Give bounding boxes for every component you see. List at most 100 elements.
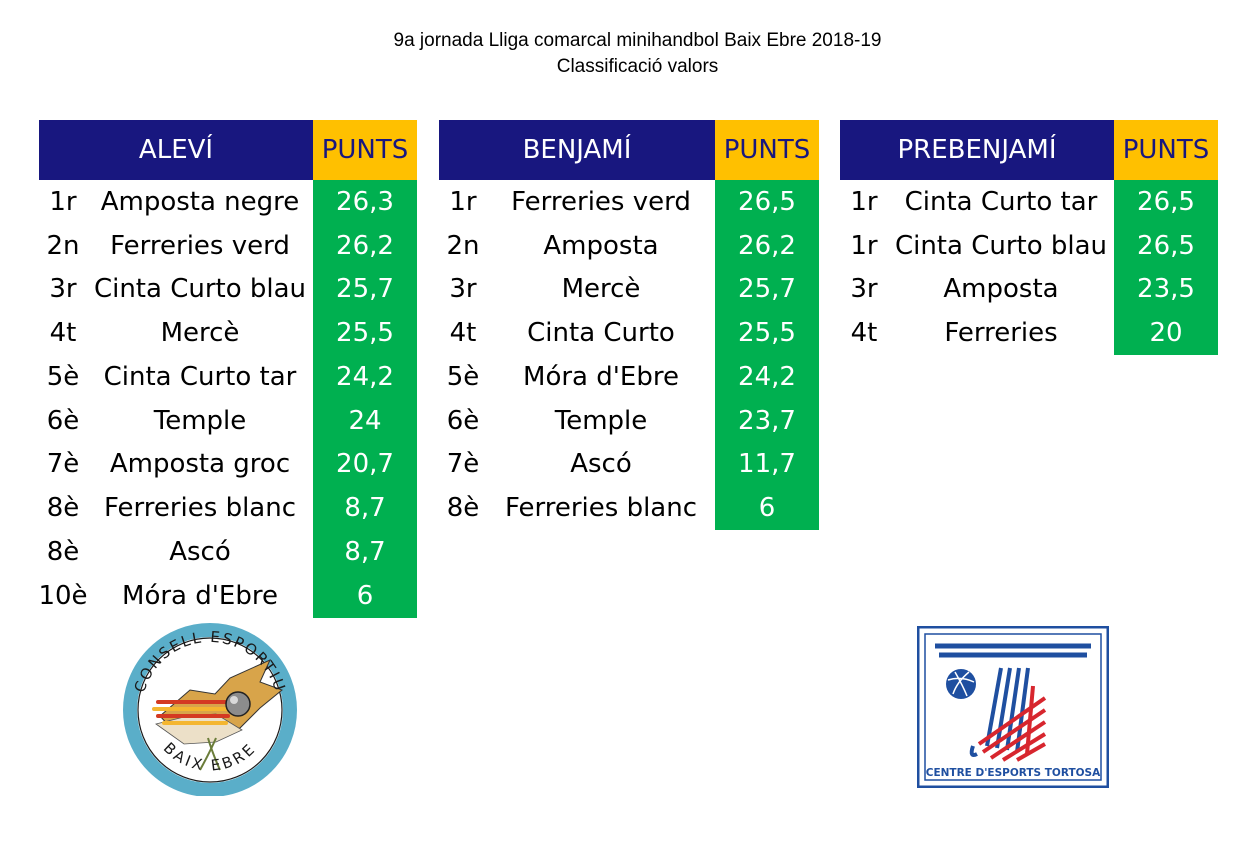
team-cell: Amposta negre bbox=[100, 186, 300, 217]
table-header: BENJAMÍ PUNTS bbox=[439, 120, 819, 180]
table-row: 8è Ferreries blanc 8,7 bbox=[39, 486, 417, 530]
position-cell: 7è bbox=[46, 449, 80, 480]
table-row: 4t Cinta Curto 25,5 bbox=[439, 311, 819, 355]
points-cell: 25,5 bbox=[715, 311, 819, 355]
team-cell: Móra d'Ebre bbox=[122, 580, 278, 611]
points-cell: 8,7 bbox=[313, 530, 417, 574]
cet-logo-caption: CENTRE D'ESPORTS TORTOSA bbox=[926, 767, 1101, 779]
table-row: 3r Cinta Curto blau 25,7 bbox=[39, 267, 417, 312]
points-cell: 8,7 bbox=[313, 486, 417, 530]
team-cell: Ferreries blanc bbox=[103, 493, 297, 524]
position-cell: 7è bbox=[446, 449, 480, 480]
team-cell: Cinta Curto blau bbox=[894, 230, 1108, 261]
category-header: PREBENJAMÍ bbox=[840, 120, 1114, 180]
centre-esports-tortosa-logo: CENTRE D'ESPORTS TORTOSA bbox=[917, 626, 1109, 788]
table-header: ALEVÍ PUNTS bbox=[39, 120, 417, 180]
table-row: 2n Amposta 26,2 bbox=[439, 223, 819, 268]
points-cell: 23,5 bbox=[1114, 267, 1218, 312]
position-cell: 1r bbox=[449, 186, 477, 217]
points-cell: 25,7 bbox=[313, 267, 417, 312]
table-row: 6è Temple 23,7 bbox=[439, 398, 819, 443]
table-benjami: BENJAMÍ PUNTS 1r Ferreries verd 26,5 2n Amp… bbox=[439, 120, 819, 530]
team-cell: Ferreries verd bbox=[110, 230, 290, 261]
position-cell: 3r bbox=[49, 274, 77, 305]
position-cell: 5è bbox=[46, 361, 80, 392]
page-subtitle: Classificació valors bbox=[556, 56, 719, 77]
points-cell: 20 bbox=[1114, 311, 1218, 355]
table-row: 7è Amposta groc 20,7 bbox=[39, 442, 417, 487]
points-cell: 23,7 bbox=[715, 398, 819, 443]
points-cell: 6 bbox=[313, 573, 417, 618]
team-cell: Cinta Curto bbox=[527, 318, 675, 349]
points-cell: 26,5 bbox=[1114, 223, 1218, 268]
points-cell: 25,7 bbox=[715, 267, 819, 312]
table-row: 1r Cinta Curto blau 26,5 bbox=[840, 223, 1218, 268]
team-cell: Cinta Curto blau bbox=[93, 274, 307, 305]
table-alevi: ALEVÍ PUNTS 1r Amposta negre 26,3 2n Ferrer… bbox=[38, 120, 417, 618]
position-cell: 5è bbox=[446, 361, 480, 392]
table-row: 1r Amposta negre 26,3 bbox=[39, 180, 417, 224]
position-cell: 2n bbox=[46, 230, 80, 261]
table-row: 7è Ascó 11,7 bbox=[439, 442, 819, 487]
team-cell: Temple bbox=[554, 405, 648, 436]
position-cell: 1r bbox=[850, 230, 878, 261]
table-row: 3r Mercè 25,7 bbox=[439, 267, 819, 312]
position-cell: 4t bbox=[49, 318, 77, 349]
table-row: 8è Ascó 8,7 bbox=[39, 530, 417, 574]
team-cell: Amposta bbox=[543, 230, 659, 261]
table-row: 4t Ferreries 20 bbox=[840, 311, 1218, 355]
position-cell: 8è bbox=[46, 493, 80, 524]
points-cell: 26,5 bbox=[715, 180, 819, 224]
points-cell: 6 bbox=[715, 486, 819, 530]
position-cell: 8è bbox=[446, 493, 480, 524]
team-cell: Temple bbox=[153, 405, 247, 436]
position-cell: 8è bbox=[46, 536, 80, 567]
points-cell: 24 bbox=[313, 398, 417, 443]
points-header: PUNTS bbox=[313, 120, 417, 180]
team-cell: Cinta Curto tar bbox=[904, 186, 1098, 217]
table-row: 5è Móra d'Ebre 24,2 bbox=[439, 355, 819, 399]
table-header: PREBENJAMÍ PUNTS bbox=[840, 120, 1218, 180]
table-row: 2n Ferreries verd 26,2 bbox=[39, 223, 417, 268]
consell-esportiu-logo: CONSELL ESPORTIU BAIX EBRE bbox=[123, 623, 297, 796]
points-cell: 24,2 bbox=[715, 355, 819, 399]
position-cell: 4t bbox=[850, 318, 878, 349]
table-row: 10è Móra d'Ebre 6 bbox=[38, 573, 417, 618]
points-cell: 26,3 bbox=[313, 180, 417, 224]
team-cell: Amposta bbox=[943, 274, 1059, 305]
table-prebenjami: PREBENJAMÍ PUNTS 1r Cinta Curto tar 26,5 1… bbox=[840, 120, 1218, 355]
team-cell: Ascó bbox=[570, 449, 632, 480]
position-cell: 1r bbox=[49, 186, 77, 217]
table-row: 4t Mercè 25,5 bbox=[39, 311, 417, 355]
points-header: PUNTS bbox=[1114, 120, 1218, 180]
category-header: BENJAMÍ bbox=[439, 120, 715, 180]
position-cell: 6è bbox=[446, 405, 480, 436]
team-cell: Ferreries bbox=[944, 318, 1058, 349]
team-cell: Cinta Curto tar bbox=[103, 361, 297, 392]
table-row: 1r Ferreries verd 26,5 bbox=[439, 180, 819, 224]
position-cell: 4t bbox=[449, 318, 477, 349]
team-cell: Amposta groc bbox=[109, 449, 291, 480]
team-cell: Ferreries blanc bbox=[504, 493, 698, 524]
points-cell: 26,2 bbox=[715, 223, 819, 268]
table-row: 6è Temple 24 bbox=[39, 398, 417, 443]
team-cell: Ferreries verd bbox=[511, 186, 691, 217]
points-header: PUNTS bbox=[715, 120, 819, 180]
team-cell: Ascó bbox=[169, 536, 231, 567]
page-title: 9a jornada Lliga comarcal minihandbol Ba… bbox=[393, 30, 882, 51]
points-cell: 26,5 bbox=[1114, 180, 1218, 224]
table-row: 5è Cinta Curto tar 24,2 bbox=[39, 355, 417, 399]
position-cell: 3r bbox=[850, 274, 878, 305]
position-cell: 3r bbox=[449, 274, 477, 305]
table-row: 8è Ferreries blanc 6 bbox=[439, 486, 819, 530]
category-header: ALEVÍ bbox=[39, 120, 313, 180]
points-cell: 26,2 bbox=[313, 223, 417, 268]
position-cell: 10è bbox=[38, 580, 88, 611]
position-cell: 1r bbox=[850, 186, 878, 217]
points-cell: 11,7 bbox=[715, 442, 819, 487]
table-row: 1r Cinta Curto tar 26,5 bbox=[840, 180, 1218, 224]
team-cell: Móra d'Ebre bbox=[523, 361, 679, 392]
position-cell: 2n bbox=[446, 230, 480, 261]
points-cell: 25,5 bbox=[313, 311, 417, 355]
table-row: 3r Amposta 23,5 bbox=[840, 267, 1218, 312]
